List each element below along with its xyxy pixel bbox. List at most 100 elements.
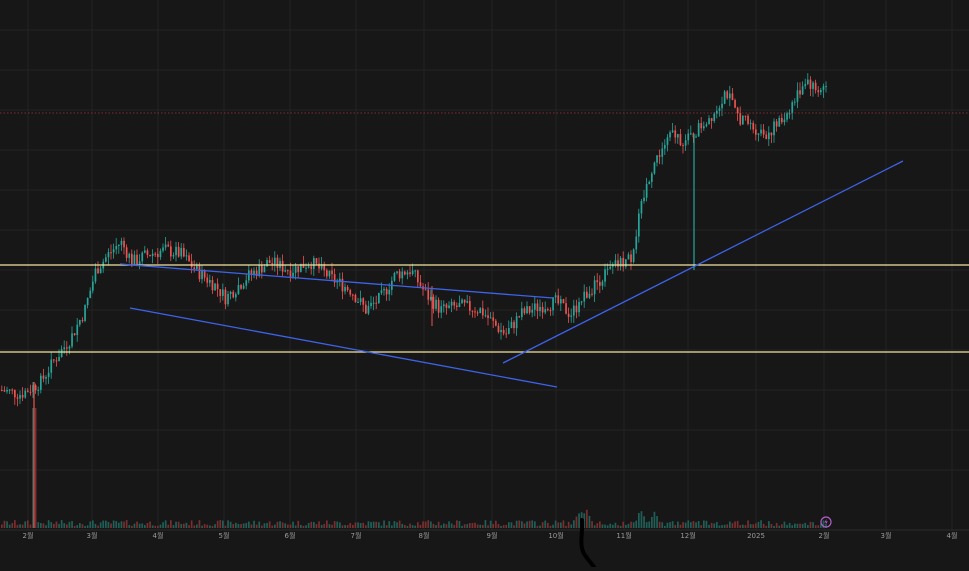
- candle-body: [84, 305, 86, 321]
- volume-bar: [445, 524, 448, 528]
- candle-body: [154, 253, 157, 255]
- volume-bar: [8, 524, 11, 528]
- volume-bar: [565, 525, 567, 528]
- volume-bar: [357, 522, 359, 528]
- volume-bar: [339, 522, 341, 528]
- volume-bar: [315, 524, 318, 528]
- candle-body: [554, 295, 557, 298]
- volume-bar: [79, 523, 81, 528]
- channel-lower-trendline: [129, 307, 558, 388]
- candle-body: [822, 86, 825, 90]
- candle-body: [245, 280, 248, 286]
- candle-body: [609, 266, 612, 269]
- volume-bar: [222, 520, 224, 528]
- candle-body: [463, 299, 466, 303]
- candle-body: [495, 320, 497, 326]
- volume-bar: [300, 524, 302, 528]
- volume-bar: [614, 522, 617, 528]
- volume-bar: [183, 523, 185, 528]
- volume-bar: [198, 520, 201, 528]
- horizontal-levels[interactable]: [0, 112, 969, 353]
- candle-body: [783, 119, 786, 123]
- candle-body: [687, 133, 690, 141]
- volume-bar: [502, 525, 505, 528]
- candle-body: [552, 297, 554, 311]
- candle-body: [427, 289, 430, 300]
- volume-bar: [99, 522, 102, 528]
- volume-bar: [770, 524, 773, 528]
- trendlines[interactable]: [119, 160, 904, 388]
- volume-bar: [302, 525, 305, 528]
- candle-body: [380, 290, 383, 293]
- candle-body: [580, 301, 583, 303]
- volume-bar: [229, 521, 232, 528]
- candle-body: [401, 271, 404, 279]
- candle-body: [476, 312, 479, 314]
- volume-bar: [794, 523, 796, 528]
- candle-body: [393, 272, 396, 281]
- volume-bar: [586, 509, 588, 528]
- volume-bar: [469, 523, 471, 528]
- candle-body: [466, 300, 469, 303]
- volume-bar: [37, 522, 40, 528]
- candle-body: [237, 285, 240, 295]
- volume-bar: [214, 524, 216, 528]
- volume-bar: [287, 524, 289, 528]
- candle-body: [313, 258, 315, 269]
- candle-body: [378, 292, 380, 304]
- volume-bar: [323, 523, 326, 528]
- uptrend-support-trendline: [502, 160, 904, 364]
- volume-bar: [216, 520, 219, 528]
- candle-body: [214, 283, 216, 291]
- candle-body: [726, 91, 729, 99]
- candle-body: [825, 86, 827, 88]
- candle-body: [404, 271, 406, 275]
- volume-bar: [432, 523, 435, 528]
- candle-body: [255, 270, 258, 276]
- volume-bar: [744, 525, 747, 528]
- volume-bar: [157, 525, 159, 528]
- candle-body: [53, 359, 55, 361]
- volume-bar: [630, 521, 632, 528]
- volume-bar: [411, 525, 414, 528]
- volume-bar: [107, 521, 110, 528]
- volume-bar: [123, 521, 125, 528]
- volume-bar: [89, 521, 92, 528]
- candle-body: [188, 255, 190, 262]
- candle-body: [281, 260, 284, 272]
- volume-bar: [344, 525, 346, 528]
- candle-body: [640, 201, 643, 214]
- volume-bar: [437, 521, 440, 528]
- volume-bar: [583, 513, 586, 528]
- volume-bar: [196, 524, 198, 528]
- volume-bar: [461, 525, 463, 528]
- volume-bar: [739, 524, 742, 528]
- candle-body: [92, 281, 94, 291]
- volume-bar: [42, 523, 45, 528]
- candle-body: [365, 304, 367, 314]
- candle-body: [341, 278, 344, 292]
- volume-bar: [11, 523, 14, 528]
- lightning-badge-icon[interactable]: [820, 516, 832, 528]
- volume-bar: [718, 525, 721, 528]
- candle-body: [801, 86, 804, 95]
- candle-body: [508, 327, 510, 334]
- candle-body: [562, 299, 565, 304]
- candle-body: [167, 244, 170, 247]
- candle-body: [359, 298, 362, 303]
- volume-bar: [666, 522, 669, 528]
- volume-bar: [710, 522, 713, 528]
- candle-body: [203, 270, 206, 278]
- volume-bar: [185, 522, 188, 528]
- candle-body: [219, 289, 222, 296]
- x-tick-label: 3월: [87, 531, 98, 540]
- candle-body: [224, 289, 227, 305]
- candle-body: [739, 113, 742, 125]
- candle-body: [331, 270, 333, 275]
- candle-body: [500, 329, 502, 332]
- volume-bar: [536, 525, 539, 528]
- volume-bar: [102, 520, 105, 528]
- candle-body: [528, 306, 531, 313]
